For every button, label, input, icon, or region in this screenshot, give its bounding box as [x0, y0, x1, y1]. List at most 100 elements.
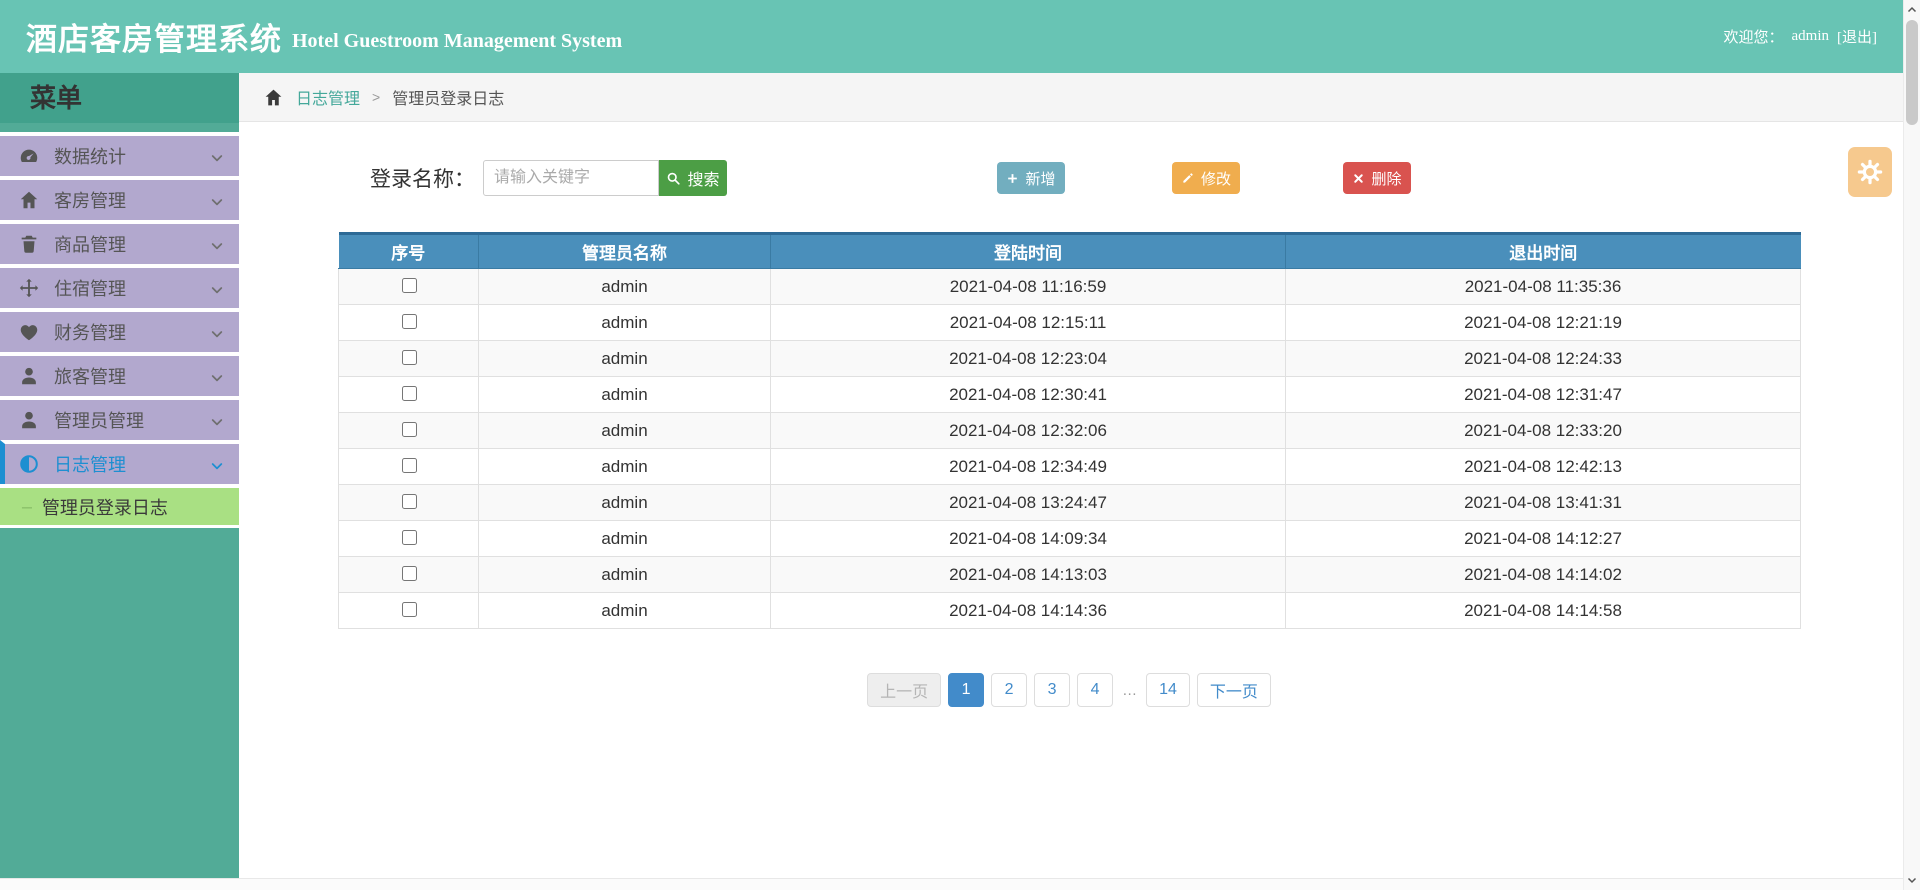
trash-icon: [18, 233, 40, 255]
scroll-down-icon[interactable]: [1904, 872, 1920, 888]
table-row: admin 2021-04-08 14:13:03 2021-04-08 14:14…: [338, 556, 1801, 593]
settings-button[interactable]: [1848, 147, 1892, 197]
sidebar-item-label: 日志管理: [54, 455, 126, 475]
search-button[interactable]: 搜索: [659, 160, 727, 196]
cell-login-time: 2021-04-08 12:34:49: [770, 448, 1286, 485]
welcome-label: 欢迎您：: [1723, 30, 1784, 46]
sidebar-item-label: 管理员管理: [54, 411, 144, 431]
sidebar-item-label: 财务管理: [54, 323, 126, 343]
row-checkbox[interactable]: [401, 386, 417, 401]
page-button-2[interactable]: 2: [991, 673, 1028, 707]
search-label: 登录名称：: [370, 168, 475, 191]
sidebar: 菜单 数据统计 客房管理 商品管理 住宿管理 财务管理 旅客管理 管理员管理 日志管理 ─ 管理员…: [0, 73, 239, 878]
sidebar-item-3[interactable]: 商品管理: [0, 220, 239, 264]
sidebar-subitem-label: 管理员登录日志: [41, 497, 168, 518]
vertical-scrollbar[interactable]: [1903, 0, 1920, 890]
cell-admin-name: admin: [478, 340, 771, 377]
row-checkbox-cell: [338, 340, 479, 377]
cell-admin-name: admin: [478, 376, 771, 413]
next-page-button[interactable]: 下一页: [1196, 673, 1271, 707]
cell-login-time: 2021-04-08 12:32:06: [770, 412, 1286, 449]
logout-link[interactable]: [退出]: [1837, 30, 1877, 46]
column-header: 登陆时间: [770, 232, 1286, 269]
row-checkbox-cell: [338, 592, 479, 629]
cell-logout-time: 2021-04-08 12:42:13: [1285, 448, 1801, 485]
row-checkbox[interactable]: [401, 602, 417, 617]
column-header: 管理员名称: [478, 232, 771, 269]
row-checkbox[interactable]: [401, 530, 417, 545]
cell-admin-name: admin: [478, 412, 771, 449]
row-checkbox[interactable]: [401, 314, 417, 329]
breadcrumb-section-link[interactable]: 日志管理: [296, 91, 361, 108]
home-icon: [18, 189, 40, 211]
search-toolbar: 登录名称： 搜索 新增 修改 删除: [239, 160, 1903, 196]
sidebar-item-6[interactable]: 旅客管理: [0, 352, 239, 396]
sidebar-item-7[interactable]: 管理员管理: [0, 396, 239, 440]
sidebar-item-5[interactable]: 财务管理: [0, 308, 239, 352]
sidebar-item-label: 商品管理: [54, 235, 126, 255]
app-title-en: Hotel Guestroom Management System: [292, 30, 623, 52]
sidebar-item-label: 旅客管理: [54, 367, 126, 387]
cell-login-time: 2021-04-08 12:30:41: [770, 376, 1286, 413]
user-icon: [18, 365, 40, 387]
row-checkbox[interactable]: [401, 494, 417, 509]
sidebar-item-4[interactable]: 住宿管理: [0, 264, 239, 308]
row-checkbox-cell: [338, 520, 479, 557]
table-row: admin 2021-04-08 12:30:41 2021-04-08 12:31…: [338, 376, 1801, 413]
log-table-body: admin 2021-04-08 11:16:59 2021-04-08 11:35…: [338, 268, 1801, 629]
column-header: 序号: [338, 232, 479, 269]
search-input[interactable]: [483, 160, 659, 196]
page-button-4[interactable]: 4: [1077, 673, 1114, 707]
pagination: 上一页 1 2 3 4 … 14 下一页: [338, 673, 1800, 707]
cell-logout-time: 2021-04-08 13:41:31: [1285, 484, 1801, 521]
cell-logout-time: 2021-04-08 12:21:19: [1285, 304, 1801, 341]
horizontal-scrollbar[interactable]: [0, 878, 1903, 890]
user-icon: [18, 409, 40, 431]
move-icon: [18, 277, 40, 299]
delete-button[interactable]: 删除: [1343, 162, 1411, 194]
cell-login-time: 2021-04-08 12:23:04: [770, 340, 1286, 377]
scroll-up-icon[interactable]: [1904, 2, 1920, 18]
row-checkbox[interactable]: [401, 350, 417, 365]
row-checkbox[interactable]: [401, 458, 417, 473]
search-icon: [668, 172, 681, 185]
page-ellipsis: …: [1122, 681, 1138, 699]
table-row: admin 2021-04-08 11:16:59 2021-04-08 11:35…: [338, 268, 1801, 305]
table-row: admin 2021-04-08 13:24:47 2021-04-08 13:41…: [338, 484, 1801, 521]
vertical-scrollbar-thumb[interactable]: [1906, 20, 1918, 125]
cell-admin-name: admin: [478, 304, 771, 341]
chevron-down-icon: [209, 414, 225, 430]
row-checkbox-cell: [338, 484, 479, 521]
gear-icon: [1857, 159, 1883, 185]
sidebar-item-label: 住宿管理: [54, 279, 126, 299]
row-checkbox-cell: [338, 448, 479, 485]
row-checkbox[interactable]: [401, 566, 417, 581]
edit-button[interactable]: 修改: [1172, 162, 1240, 194]
sidebar-item-8[interactable]: 日志管理: [0, 440, 239, 484]
cell-login-time: 2021-04-08 12:15:11: [770, 304, 1286, 341]
page-button-14[interactable]: 14: [1146, 673, 1190, 707]
prev-page-button[interactable]: 上一页: [867, 673, 942, 707]
row-checkbox-cell: [338, 376, 479, 413]
chevron-down-icon: [209, 282, 225, 298]
pencil-icon: [1183, 173, 1193, 183]
cell-logout-time: 2021-04-08 12:24:33: [1285, 340, 1801, 377]
row-checkbox[interactable]: [401, 422, 417, 437]
cell-logout-time: 2021-04-08 12:33:20: [1285, 412, 1801, 449]
cell-logout-time: 2021-04-08 14:14:58: [1285, 592, 1801, 629]
sidebar-menu: 数据统计 客房管理商品管理住宿管理财务管理旅客管理管理员管理日志管理 ─ 管理员登录日…: [0, 132, 239, 528]
table-row: admin 2021-04-08 12:32:06 2021-04-08 12:33…: [338, 412, 1801, 449]
row-checkbox[interactable]: [401, 278, 417, 293]
page-button-1[interactable]: 1: [948, 673, 985, 707]
heart-icon: [18, 321, 40, 343]
cell-admin-name: admin: [478, 520, 771, 557]
sidebar-subitem[interactable]: ─ 管理员登录日志: [0, 484, 239, 528]
add-button[interactable]: 新增: [997, 162, 1065, 194]
row-checkbox-cell: [338, 268, 479, 305]
home-icon: [263, 87, 284, 108]
cell-logout-time: 2021-04-08 11:35:36: [1285, 268, 1801, 305]
page-button-3[interactable]: 3: [1034, 673, 1071, 707]
sidebar-item-2[interactable]: 客房管理: [0, 176, 239, 220]
sidebar-item-1[interactable]: 数据统计: [0, 132, 239, 176]
